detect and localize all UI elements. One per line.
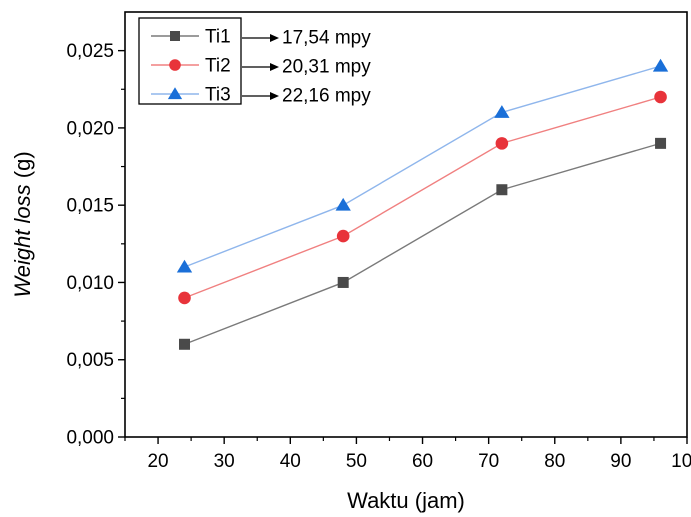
legend-marker: [167, 87, 183, 100]
x-tick-label: 80: [544, 451, 565, 472]
legend-box: [138, 17, 242, 105]
plot-border: [124, 11, 688, 438]
series-ti1: [179, 137, 667, 350]
x-tick-label: 30: [214, 451, 235, 472]
data-point: [495, 137, 509, 150]
data-point: [179, 338, 191, 350]
annotation-label: 20,31 mpy: [282, 57, 371, 78]
plot-frame: [124, 11, 688, 438]
y-tick-label: 0,005: [66, 350, 114, 371]
series-layer: [176, 58, 669, 350]
legend: Ti1 17,54 mpy Ti2 20,31 mpy Ti3 22,16 mpy: [138, 17, 371, 107]
x-axis-title: Waktu (jam): [347, 488, 465, 513]
data-point: [652, 58, 669, 72]
x-tick-label: 40: [280, 451, 301, 472]
x-tick-label: 100: [671, 451, 691, 472]
y-tick-label: 0,000: [66, 428, 114, 449]
legend-label: Ti1: [205, 27, 231, 48]
data-point: [337, 276, 349, 288]
series-ti3: [176, 58, 669, 273]
y-axis-title-unit: (g): [10, 151, 35, 184]
y-tick-label: 0,015: [66, 196, 114, 217]
data-point: [176, 259, 193, 273]
x-tick-label: 50: [346, 451, 367, 472]
series-line: [184, 96, 661, 299]
data-point: [496, 184, 508, 196]
y-axis: 0,000 0,005 0,010 0,015 0,020 0,025: [66, 41, 125, 449]
annotation-label: 22,16 mpy: [282, 86, 371, 107]
x-tick-label: 60: [412, 451, 433, 472]
x-tick-label: 20: [147, 451, 168, 472]
data-point: [335, 197, 351, 211]
annotation-arrow-head: [270, 63, 279, 71]
data-point: [178, 291, 191, 305]
x-tick-label: 90: [610, 451, 631, 472]
annotation-label: 17,54 mpy: [282, 28, 371, 49]
data-point: [494, 105, 510, 118]
series-ti2: [178, 90, 667, 305]
legend-marker: [170, 31, 180, 41]
y-tick-label: 0,010: [66, 273, 114, 294]
x-tick-label: 70: [478, 451, 499, 472]
data-point: [655, 137, 667, 149]
annotation-arrow-head: [270, 92, 279, 100]
data-point: [336, 229, 350, 243]
y-tick-label: 0,025: [66, 41, 114, 62]
x-axis: 20 30 40 50 60 70 80 90 100: [124, 437, 691, 472]
data-point: [654, 90, 667, 104]
series-line: [184, 142, 661, 345]
annotation-arrow-head: [270, 34, 279, 42]
y-tick-label: 0,020: [66, 118, 114, 139]
legend-label: Ti3: [205, 85, 231, 106]
y-axis-title: Weight loss (g): [10, 151, 35, 297]
legend-marker: [169, 59, 181, 71]
series-line: [184, 65, 661, 268]
y-axis-title-italic: Weight loss: [10, 184, 35, 297]
legend-label: Ti2: [205, 56, 231, 77]
